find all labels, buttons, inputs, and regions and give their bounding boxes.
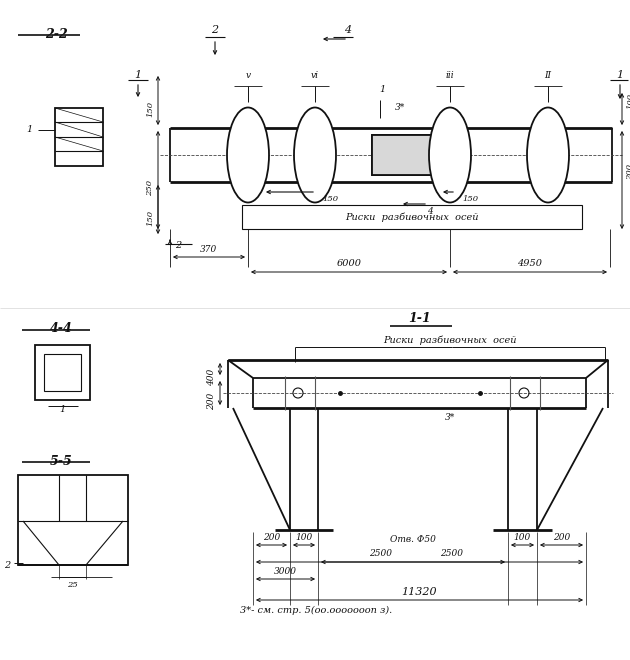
Text: 2: 2 (175, 240, 181, 249)
Text: 3*: 3* (445, 414, 455, 422)
Text: 4-4: 4-4 (50, 322, 72, 335)
Text: v: v (246, 71, 251, 81)
Text: 2500: 2500 (440, 550, 464, 558)
Text: 1-1: 1-1 (409, 312, 432, 325)
Text: 150: 150 (146, 209, 154, 226)
Text: iii: iii (445, 71, 454, 81)
Text: 2500: 2500 (369, 550, 392, 558)
Text: 150: 150 (322, 195, 338, 203)
Text: 200: 200 (207, 393, 217, 411)
Bar (35, 345, 90, 400)
Text: 4: 4 (427, 207, 433, 216)
Bar (372, 135, 432, 175)
Text: Риски  разбивочных  осей: Риски разбивочных осей (345, 213, 479, 222)
Text: Отв. Ф50: Отв. Ф50 (390, 535, 436, 544)
Text: 100: 100 (295, 533, 312, 541)
Text: 200: 200 (553, 533, 570, 541)
Ellipse shape (527, 108, 569, 203)
Text: 1: 1 (134, 70, 142, 80)
Bar (242, 205, 582, 229)
Bar (372, 135, 432, 175)
Text: 400: 400 (207, 369, 217, 386)
Text: 150: 150 (146, 100, 154, 117)
Text: 100: 100 (626, 93, 630, 109)
Text: 3*- см. стр. 5(оо.оооооооп з).: 3*- см. стр. 5(оо.оооооооп з). (240, 605, 392, 614)
Text: 4: 4 (345, 25, 352, 35)
Text: 200: 200 (263, 533, 280, 541)
Bar (18, 475, 128, 565)
Text: 25: 25 (67, 581, 77, 589)
Ellipse shape (227, 108, 269, 203)
Text: 5-5: 5-5 (50, 455, 72, 468)
Text: 3*: 3* (395, 104, 405, 112)
Text: 1: 1 (379, 86, 385, 94)
Text: 150: 150 (462, 195, 478, 203)
Text: 2: 2 (4, 560, 10, 570)
Text: 1: 1 (616, 70, 624, 80)
Text: Риски  разбивочных  осей: Риски разбивочных осей (383, 335, 517, 345)
Text: 3000: 3000 (274, 566, 297, 576)
Text: 2: 2 (212, 25, 219, 35)
Text: 6000: 6000 (336, 259, 362, 269)
Text: 2-2: 2-2 (45, 28, 68, 41)
Text: 100: 100 (514, 533, 531, 541)
Text: 200: 200 (626, 164, 630, 180)
Ellipse shape (429, 108, 471, 203)
Text: 250: 250 (146, 180, 154, 196)
Bar (44, 354, 81, 391)
Bar (55, 108, 103, 166)
Text: 1: 1 (59, 405, 66, 414)
Text: 4950: 4950 (517, 259, 542, 269)
Text: 1: 1 (26, 125, 33, 135)
Text: II: II (544, 71, 551, 81)
Text: 370: 370 (200, 244, 217, 253)
Text: vi: vi (311, 71, 319, 81)
Ellipse shape (294, 108, 336, 203)
Text: 11320: 11320 (402, 587, 437, 597)
